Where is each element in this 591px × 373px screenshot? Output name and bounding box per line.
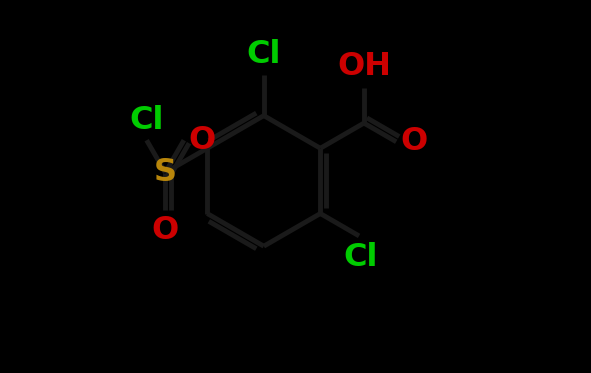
Text: O: O <box>189 125 216 156</box>
Text: S: S <box>154 157 177 188</box>
Text: Cl: Cl <box>344 242 378 273</box>
Text: Cl: Cl <box>129 105 164 136</box>
Text: O: O <box>152 216 179 247</box>
Text: OH: OH <box>337 51 391 82</box>
Text: Cl: Cl <box>246 39 281 70</box>
Text: O: O <box>401 126 428 157</box>
